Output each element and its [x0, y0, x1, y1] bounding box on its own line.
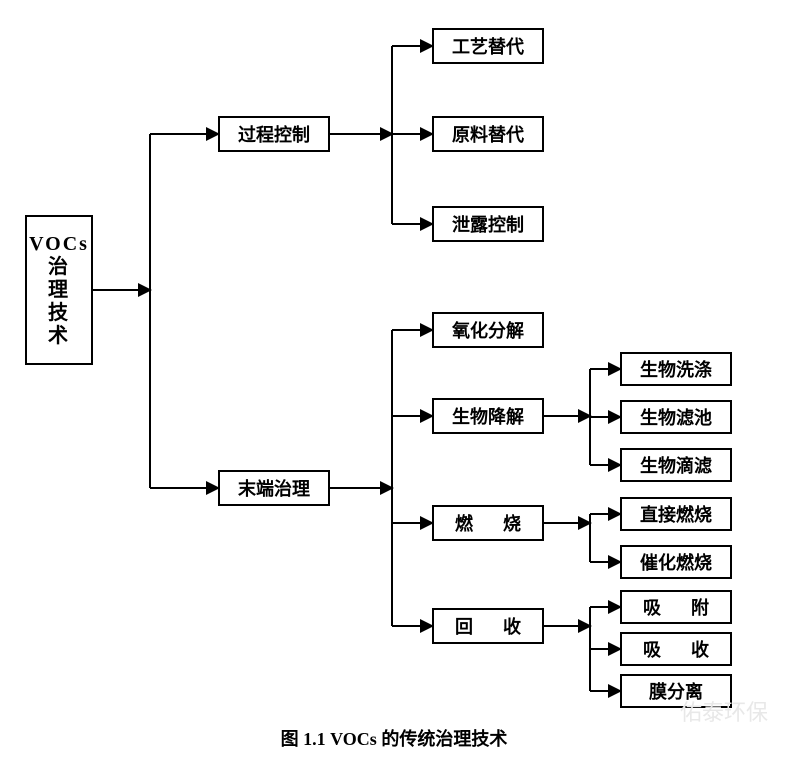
node-l1a: 过程控制 — [218, 116, 330, 152]
node-l2_6: 燃烧 — [432, 505, 544, 541]
diagram-canvas: VOCs治理技术 过程控制末端治理 工艺替代原料替代泄露控制氧化分解生物降解燃烧回收… — [0, 0, 788, 757]
watermark: 佑泰环保 — [680, 695, 768, 727]
node-l2_2: 原料替代 — [432, 116, 544, 152]
root-label-top: VOCs — [29, 233, 89, 256]
node-l3_4: 直接燃烧 — [620, 497, 732, 531]
node-root: VOCs治理技术 — [25, 215, 93, 365]
node-l3_5: 催化燃烧 — [620, 545, 732, 579]
node-l3_3: 生物滴滤 — [620, 448, 732, 482]
node-l2_7: 回收 — [432, 608, 544, 644]
node-l3_7: 吸收 — [620, 632, 732, 666]
node-l1b: 末端治理 — [218, 470, 330, 506]
node-l3_6: 吸附 — [620, 590, 732, 624]
node-l2_1: 工艺替代 — [432, 28, 544, 64]
node-l2_3: 泄露控制 — [432, 206, 544, 242]
figure-caption: 图 1.1 VOCs 的传统治理技术 — [0, 725, 788, 751]
node-l2_5: 生物降解 — [432, 398, 544, 434]
node-l2_4: 氧化分解 — [432, 312, 544, 348]
node-l3_1: 生物洗涤 — [620, 352, 732, 386]
node-l3_2: 生物滤池 — [620, 400, 732, 434]
